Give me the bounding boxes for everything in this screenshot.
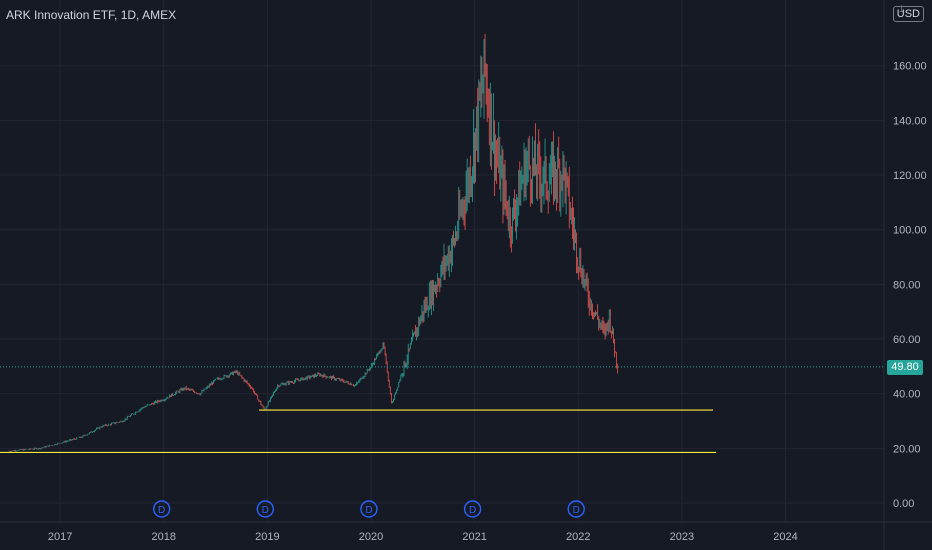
y-tick-label: 100.00 [893,225,927,237]
x-tick-label: 2020 [359,531,383,543]
y-tick-label: 80.00 [893,279,921,291]
x-tick-label: 2024 [773,531,797,543]
y-tick-label: 40.00 [893,389,921,401]
dividend-marker [152,500,171,518]
currency-button[interactable]: USD [892,6,924,22]
scale-mark: 1 [898,4,904,14]
dividend-marker [463,500,482,518]
y-tick-label: 140.00 [893,115,927,127]
x-tick-label: 2019 [255,531,279,543]
dividend-marker [360,500,378,518]
x-tick-label: 2022 [566,531,590,543]
dividend-marker-label: D [573,505,580,516]
dividend-marker-label: D [469,505,476,516]
y-tick-label: 160.00 [893,61,927,73]
last-price-badge: 49.80 [887,360,923,375]
y-tick-label: 60.00 [893,334,921,346]
x-tick-label: 2021 [462,531,486,543]
dividend-marker-label: D [158,505,165,516]
dividend-marker [567,500,585,518]
x-tick-label: 2023 [670,531,694,543]
x-tick-label: 2017 [48,531,72,543]
dividend-marker-label: D [262,505,269,516]
y-tick-label: 0.00 [893,498,914,510]
chart-title: ARK Innovation ETF, 1D, AMEX [6,8,177,22]
dividend-marker-label: D [365,505,372,516]
x-tick-label: 2018 [151,531,175,543]
y-tick-label: 120.00 [893,170,927,182]
dividend-marker [256,500,275,518]
y-tick-label: 20.00 [893,443,921,455]
